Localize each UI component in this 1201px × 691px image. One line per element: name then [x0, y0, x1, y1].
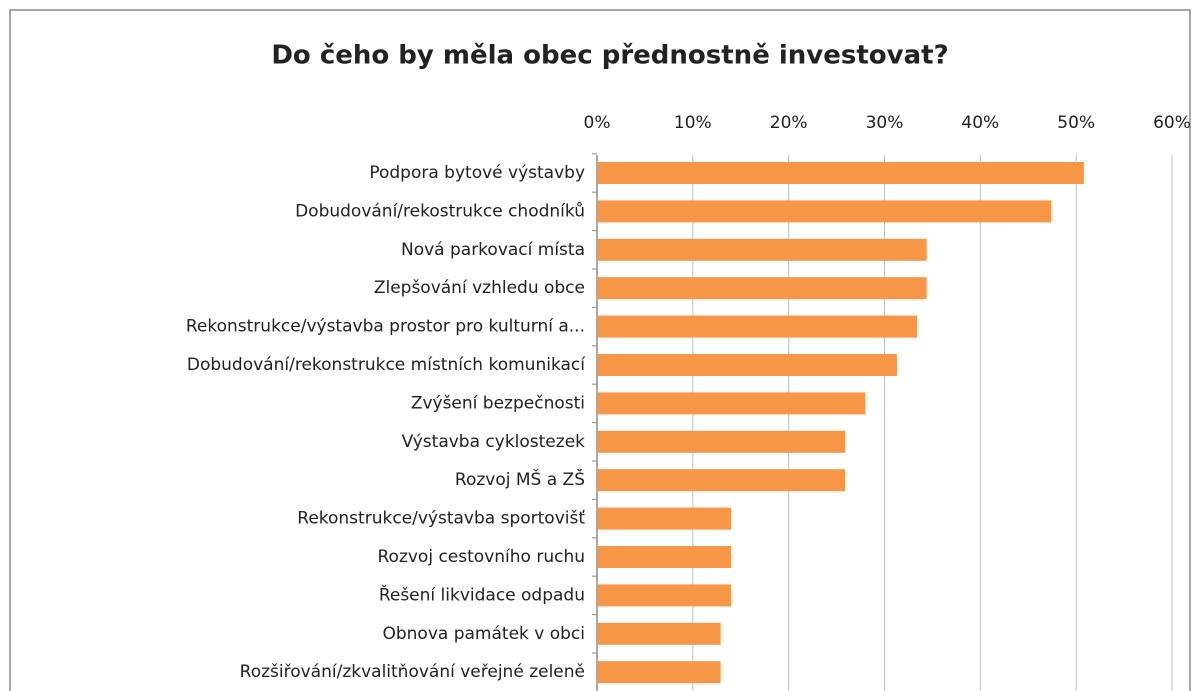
- chart-frame: [9, 9, 1191, 691]
- y-tick-label: Rozvoj MŠ a ZŠ: [455, 468, 585, 490]
- x-tick-label: 50%: [1057, 113, 1095, 133]
- x-tick-label: 30%: [866, 113, 904, 133]
- y-tick-label: Obnova památek v obci: [382, 624, 585, 644]
- y-tick-label: Řešení likvidace odpadu: [379, 583, 585, 605]
- x-tick-label: 10%: [674, 113, 712, 133]
- bar: [597, 584, 732, 607]
- x-tick-label: 60%: [1153, 113, 1191, 133]
- y-tick-label: Dobudování/rekonstrukce místních komunik…: [187, 355, 586, 375]
- x-tick-label: 0%: [584, 113, 611, 133]
- y-tick-label: Zlepšování vzhledu obce: [374, 278, 585, 298]
- y-tick-label: Výstavba cyklostezek: [402, 432, 586, 452]
- bar: [597, 200, 1052, 223]
- y-tick-label: Rekonstrukce/výstavba sportovišť: [297, 509, 585, 529]
- y-tick-label: Rozvoj cestovního ruchu: [378, 547, 586, 567]
- bar: [597, 430, 846, 453]
- y-tick-label: Dobudování/rekostrukce chodníků: [295, 201, 585, 221]
- bar: [597, 238, 927, 261]
- bar: [597, 392, 866, 415]
- bar: [597, 469, 846, 492]
- bar: [597, 162, 1084, 184]
- bar: [597, 354, 897, 376]
- bar: [597, 622, 721, 645]
- chart-title: Do čeho by měla obec přednostně investov…: [271, 41, 948, 71]
- bar: [597, 507, 732, 530]
- bar: [597, 546, 732, 568]
- x-tick-label: 20%: [770, 113, 808, 133]
- bar: [597, 661, 721, 684]
- y-tick-label: Podpora bytové výstavby: [369, 163, 585, 183]
- y-tick-label: Rozšiřování/zkvalitňování veřejné zeleně: [240, 662, 585, 682]
- bar: [597, 277, 927, 300]
- y-tick-label: Nová parkovací místa: [401, 240, 585, 260]
- y-tick-label: Rekonstrukce/výstavba prostor pro kultur…: [186, 317, 585, 337]
- bar: [597, 315, 918, 338]
- y-tick-label: Zvýšení bezpečnosti: [411, 393, 585, 413]
- x-tick-label: 40%: [961, 113, 999, 133]
